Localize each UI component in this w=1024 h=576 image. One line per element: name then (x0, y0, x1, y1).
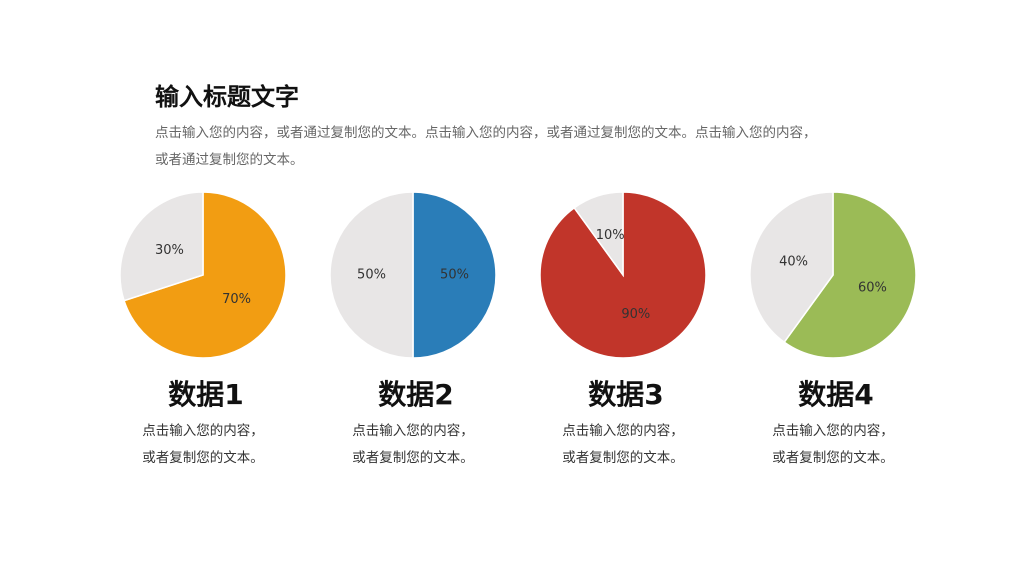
pie-description: 或者复制您的文本。 (562, 449, 684, 466)
value-label: 40% (779, 255, 808, 270)
slide-title: 输入标题文字 (155, 83, 299, 111)
pie-slice (783, 191, 917, 359)
pie-slice (749, 191, 834, 344)
value-label: 50% (357, 268, 386, 283)
pie-title: 数据2 (378, 378, 453, 411)
slide-text: 或者通过复制您的文本。 (155, 151, 304, 168)
value-label: 90% (621, 307, 650, 322)
pie-description: 点击输入您的内容， (142, 422, 264, 439)
pie-description: 点击输入您的内容， (352, 422, 474, 439)
pie-title: 数据4 (798, 378, 873, 411)
pie-title: 数据3 (588, 378, 663, 411)
slide-text: 点击输入您的内容，或者通过复制您的文本。点击输入您的内容，或者通过复制您的文本。… (155, 124, 817, 141)
value-label: 30% (155, 243, 184, 258)
pie-slice (412, 191, 497, 359)
pie-description: 或者复制您的文本。 (142, 449, 264, 466)
pie-slice (119, 191, 204, 302)
pie-slice (573, 191, 624, 278)
pie-slice (123, 191, 287, 359)
pie-description: 或者复制您的文本。 (352, 449, 474, 466)
value-label: 10% (596, 228, 625, 243)
pie-description: 点击输入您的内容， (772, 422, 894, 439)
pie-description: 或者复制您的文本。 (772, 449, 894, 466)
value-label: 70% (222, 292, 251, 307)
pie-description: 点击输入您的内容， (562, 422, 684, 439)
value-label: 60% (858, 280, 887, 295)
value-label: 50% (440, 268, 469, 283)
pie-slice (329, 191, 414, 359)
pie-title: 数据1 (168, 378, 243, 411)
